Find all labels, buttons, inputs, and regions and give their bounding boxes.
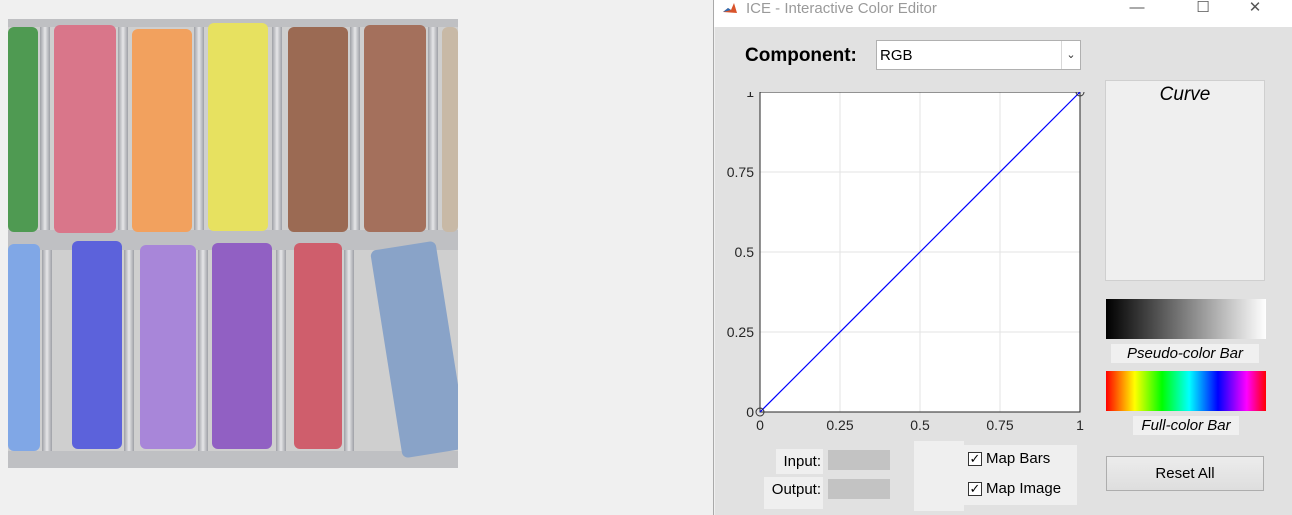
window-title: ICE - Interactive Color Editor xyxy=(746,0,937,17)
light-blue-chalk xyxy=(8,244,40,451)
purple-chalk xyxy=(212,243,272,449)
tray-separator xyxy=(42,250,52,451)
red-chalk xyxy=(294,243,342,449)
output-label: Output: xyxy=(764,477,823,509)
curve-panel: Curve xyxy=(1105,80,1265,281)
component-value: RGB xyxy=(880,47,913,64)
maximize-icon[interactable]: ☐ xyxy=(1196,0,1210,16)
x-tick-label: 0.25 xyxy=(826,417,853,433)
green-chalk xyxy=(8,27,38,232)
map-image-label: Map Image xyxy=(986,480,1062,497)
yellow-chalk xyxy=(208,23,268,231)
output-value-field xyxy=(828,479,890,499)
close-icon[interactable]: ✕ xyxy=(1248,0,1262,16)
x-tick-label: 1 xyxy=(1076,417,1084,433)
map-image-checkbox[interactable]: ✓ Map Image xyxy=(964,475,1077,505)
tan-chalk xyxy=(442,27,458,232)
orange-chalk xyxy=(132,29,192,232)
lavender-chalk xyxy=(140,245,196,449)
tray-separator xyxy=(118,27,128,230)
full-color-bar xyxy=(1106,371,1266,411)
tray-separator xyxy=(428,27,438,230)
matlab-logo-icon xyxy=(722,1,738,17)
plot-frame xyxy=(759,92,1081,413)
y-tick-label: 0.75 xyxy=(727,164,754,180)
mapping-curve-line xyxy=(759,92,1081,413)
minimize-icon[interactable]: — xyxy=(1129,0,1145,16)
tray-separator xyxy=(350,27,360,230)
tray-separator xyxy=(272,27,282,230)
pink-chalk xyxy=(54,25,116,233)
map-image-check-icon[interactable]: ✓ xyxy=(968,481,982,496)
y-tick-label: 1 xyxy=(746,92,754,100)
tray-separator xyxy=(276,250,286,451)
brown-chalk xyxy=(288,27,348,232)
x-tick-label: 0 xyxy=(756,417,764,433)
control-point xyxy=(755,407,765,417)
component-select[interactable]: RGB ⌄ xyxy=(876,40,1081,70)
chevron-down-icon[interactable]: ⌄ xyxy=(1061,41,1080,69)
map-bars-label: Map Bars xyxy=(986,450,1051,467)
tray-separator xyxy=(344,250,354,451)
y-tick-label: 0.5 xyxy=(735,244,755,260)
pastels-image xyxy=(8,19,458,468)
map-bars-checkbox[interactable]: ✓ Map Bars xyxy=(964,445,1077,475)
map-bars-check-icon[interactable]: ✓ xyxy=(968,451,982,466)
control-point xyxy=(1075,92,1085,97)
curve-plot[interactable]: 0 0.25 0.5 0.75 1 0 0.25 0.5 0.75 1 xyxy=(717,92,1094,439)
blank-panel xyxy=(914,441,964,511)
editor-client-area: Component: RGB ⌄ 0 0.25 0.5 0.75 1 0 0.25 0.5 0.… xyxy=(715,27,1292,515)
title-bar: ICE - Interactive Color Editor — ☐ ✕ xyxy=(714,0,1292,27)
grey-blue-chalk xyxy=(370,240,458,459)
tray-separator xyxy=(124,250,134,451)
pseudo-color-bar xyxy=(1106,299,1266,339)
curve-panel-title: Curve xyxy=(1159,84,1211,105)
tray-separator xyxy=(198,250,208,451)
component-label: Component: xyxy=(745,45,857,66)
y-tick-label: 0 xyxy=(746,404,754,420)
ice-window: ICE - Interactive Color Editor — ☐ ✕ Com… xyxy=(713,0,1292,515)
tray-rim-bottom xyxy=(8,451,458,468)
x-tick-label: 0.5 xyxy=(910,417,930,433)
brown-chalk xyxy=(364,25,426,232)
input-value-field xyxy=(828,450,890,470)
y-tick-label: 0.25 xyxy=(727,324,754,340)
input-label: Input: xyxy=(776,449,823,474)
full-color-label: Full-color Bar xyxy=(1133,416,1239,435)
reset-all-button[interactable]: Reset All xyxy=(1106,456,1264,491)
blue-chalk xyxy=(72,241,122,449)
pseudo-color-label: Pseudo-color Bar xyxy=(1111,344,1259,363)
tray-separator xyxy=(194,27,204,230)
tray-separator xyxy=(40,27,50,230)
x-tick-label: 0.75 xyxy=(986,417,1013,433)
